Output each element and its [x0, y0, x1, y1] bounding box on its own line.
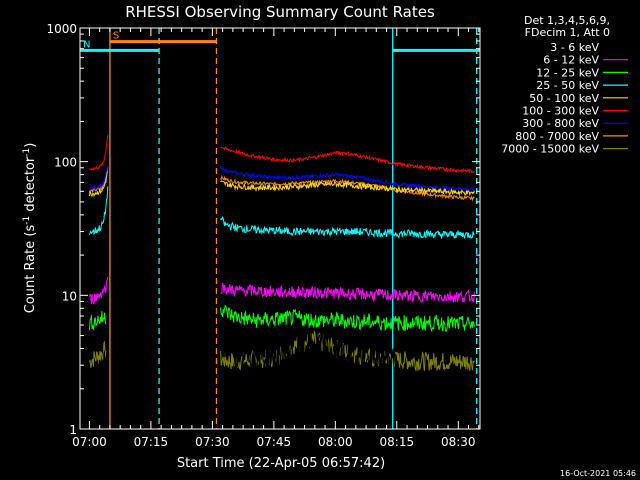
series-12-to-25kev	[88, 304, 475, 333]
flag-label-n: N	[83, 39, 90, 50]
series-segment-1	[220, 180, 475, 197]
series-segment-0	[89, 164, 109, 191]
chart-title: RHESSI Observing Summary Count Rates	[125, 3, 435, 21]
series-segment-1	[220, 329, 475, 371]
plot-frame	[79, 27, 481, 430]
x-tick-label: 07:00	[72, 435, 107, 449]
series-segment-0	[88, 276, 109, 305]
legend-entry-label: 50 - 100 keV	[529, 92, 599, 105]
legend-entry-label: 6 - 12 keV	[543, 54, 599, 67]
y-tick-label: 1000	[46, 22, 77, 36]
x-tick-label: 08:30	[441, 435, 476, 449]
series-6-to-12kev	[88, 276, 475, 305]
series-300-to-800kev	[89, 164, 475, 192]
legend-entry-label: 12 - 25 keV	[536, 66, 599, 79]
series-segment-1	[220, 216, 475, 240]
x-tick-label: 07:45	[257, 435, 292, 449]
timestamp: 16-Oct-2021 05:46	[560, 469, 636, 478]
y-tick-label: 10	[62, 289, 77, 303]
y-axis-label-exponent: -1	[22, 216, 32, 225]
legend-entry-label: 7000 - 15000 keV	[501, 143, 599, 156]
x-tick-label: 07:30	[195, 435, 230, 449]
series-50-to-100kev	[88, 171, 475, 197]
series-3-to-6kev	[88, 315, 475, 424]
x-tick-label: 08:15	[380, 435, 415, 449]
series-segment-0	[88, 340, 107, 368]
y-axis-label-text: Count Rate (s	[23, 225, 38, 314]
y-axis-label-tail: detector	[23, 156, 38, 216]
plot-content: SN	[80, 28, 480, 429]
series-segment-0	[88, 311, 107, 331]
series-segment-1	[220, 146, 475, 174]
series-segment-1	[220, 315, 397, 386]
x-axis-label: Start Time (22-Apr-05 06:57:42)	[177, 456, 385, 471]
legend-header-line: Det 1,3,4,5,6,9,	[524, 14, 610, 27]
legend-entry-label: 25 - 50 keV	[536, 79, 599, 92]
series-100-to-300kev	[89, 134, 475, 174]
legend: Det 1,3,4,5,6,9,FDecim 1, Att 0 3 - 6 keV…	[501, 14, 628, 156]
series-segment-1	[220, 282, 475, 304]
legend-entry-label: 300 - 800 keV	[522, 117, 599, 130]
legend-entry-label: 100 - 300 keV	[522, 105, 599, 118]
series-25-to-50kev	[88, 186, 475, 240]
x-axis-ticks: 07:00 07:15 07:30 07:45 08:00 08:15 08:30	[72, 28, 480, 449]
series-segment-0	[88, 166, 109, 194]
y-tick-label: 100	[54, 156, 77, 170]
y-axis-label-close: )	[23, 143, 38, 148]
y-tick-label: 1	[69, 423, 77, 437]
series-segment-1	[220, 174, 475, 202]
series-segment-0	[88, 351, 107, 423]
y-axis-ticks: 1 10 100 1000	[46, 22, 480, 437]
series-7000-to-15000kev	[88, 329, 475, 371]
flag-label-s: S	[113, 31, 119, 42]
series-segment-0	[89, 134, 109, 172]
legend-header-line: FDecim 1, Att 0	[525, 26, 610, 39]
y-axis-label-exponent-2: -1	[22, 148, 32, 157]
x-tick-label: 08:00	[318, 435, 353, 449]
x-tick-label: 07:15	[134, 435, 169, 449]
series-segment-2	[396, 374, 475, 424]
y-axis-label: Count Rate (s-1 detector-1)	[22, 143, 38, 314]
legend-entry-label: 800 - 7000 keV	[515, 130, 599, 143]
series-segment-0	[88, 171, 109, 197]
legend-entry-label: 3 - 6 keV	[550, 41, 599, 54]
series-segment-1	[220, 304, 475, 333]
series-segment-1	[220, 166, 475, 192]
series-segment-0	[88, 186, 109, 236]
series-800-to-7000kev	[88, 166, 475, 202]
